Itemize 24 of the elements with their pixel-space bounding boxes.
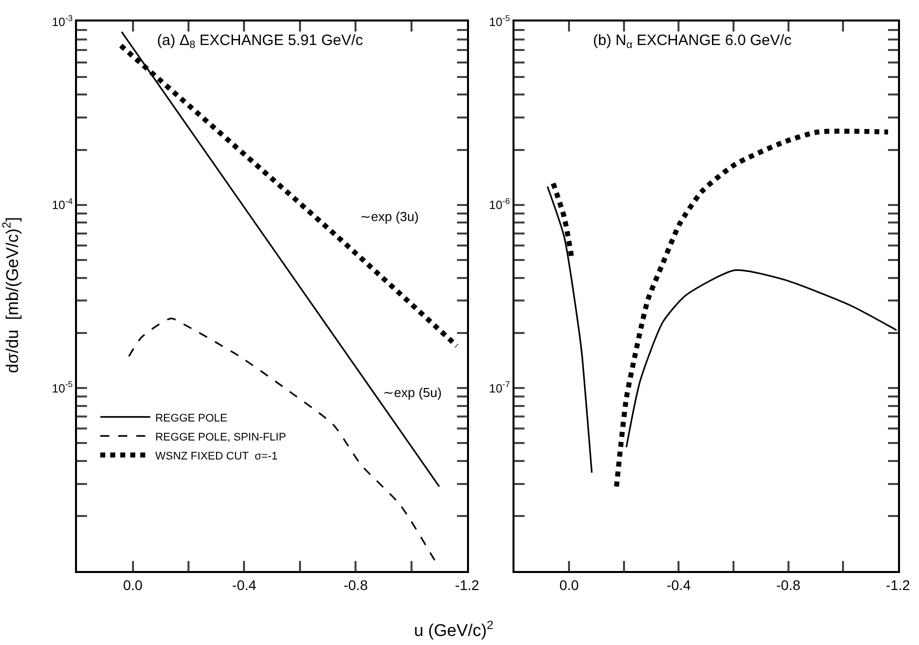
annotation: ∼exp (5u) [383, 385, 442, 400]
y-tick-label: 10$^{-3}$ [52, 12, 74, 29]
x-tick-label: 0.0 [559, 577, 580, 594]
text: (b) N$_{α}$ EXCHANGE 6.0 GeV/c [593, 32, 792, 52]
x-tick-label: -1.2 [886, 577, 910, 594]
x-tick-label: -0.4 [232, 577, 257, 594]
line-series [546, 186, 593, 474]
legend-label: WSNZ FIXED CUT σ=-1 [155, 450, 278, 462]
y-tick-label: 10$^{-5}$ [489, 12, 510, 29]
y-tick-label: 10$^{-4}$ [52, 196, 74, 212]
x-tick-label: -0.4 [666, 577, 691, 594]
y-tick-label: 10$^{-5}$ [52, 379, 74, 396]
legend-label: REGGE POLE, SPIN-FLIP [155, 431, 286, 444]
y-tick-label: 10$^{-6}$ [489, 196, 510, 212]
text: (a) Δ$_{8}$ EXCHANGE 5.91 GeV/c [157, 32, 364, 52]
x-axis-title: u (GeV/c)$^{2}$ [414, 618, 494, 640]
x-tick-label: -0.8 [776, 577, 801, 594]
x-tick-label: 0.0 [123, 577, 143, 594]
line-series [626, 269, 898, 448]
x-tick-label: -1.2 [455, 577, 480, 594]
legend-label: REGGE POLE [155, 412, 228, 424]
x-tick-label: -0.8 [344, 577, 368, 594]
y-tick-label: 10$^{-7}$ [489, 379, 510, 396]
annotation: ∼exp (3u) [360, 209, 419, 224]
